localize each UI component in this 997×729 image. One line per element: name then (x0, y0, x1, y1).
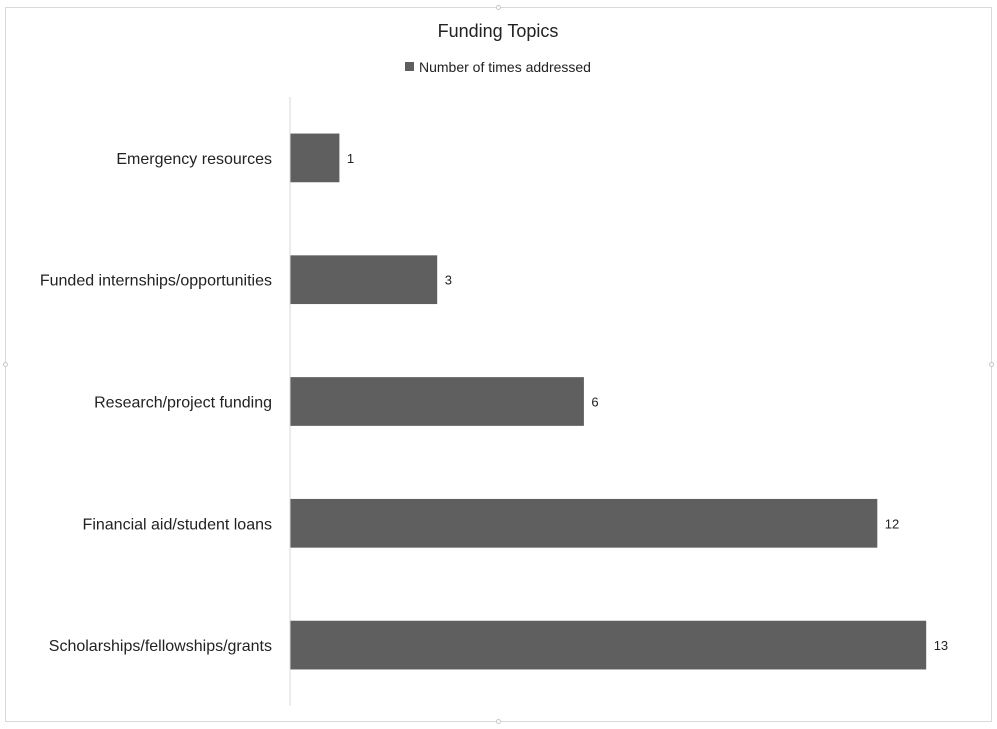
bar[interactable] (290, 255, 438, 305)
resize-handle-right[interactable] (989, 362, 994, 367)
category-label: Research/project funding (94, 395, 272, 412)
category-labels: Emergency resources Funded internships/op… (40, 151, 272, 655)
resize-handle-top[interactable] (496, 5, 501, 10)
category-label: Funded internships/opportunities (40, 273, 272, 290)
bar[interactable] (290, 620, 927, 670)
bar[interactable] (290, 498, 878, 548)
chart-title: Funding Topics (438, 21, 559, 41)
data-label: 1 (347, 151, 354, 166)
data-label: 6 (591, 395, 598, 410)
bars (290, 133, 927, 670)
data-label: 12 (885, 516, 899, 531)
legend: Number of times addressed (405, 59, 591, 75)
category-label: Emergency resources (116, 151, 272, 168)
bar[interactable] (290, 133, 340, 183)
bar[interactable] (290, 377, 584, 426)
category-label: Financial aid/student loans (83, 516, 272, 533)
legend-label: Number of times addressed (419, 59, 591, 75)
category-label: Scholarships/fellowships/grants (49, 638, 272, 655)
resize-handle-left[interactable] (3, 362, 8, 367)
resize-handle-bottom[interactable] (496, 719, 501, 724)
legend-swatch (405, 62, 414, 71)
data-label: 3 (445, 273, 452, 288)
data-label: 13 (934, 638, 948, 653)
